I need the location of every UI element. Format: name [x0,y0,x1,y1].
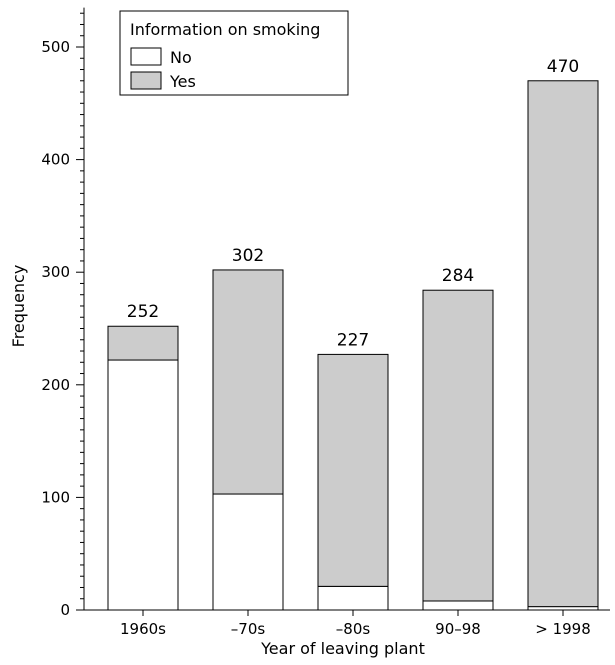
bar-segment-yes [527,80,599,608]
bar-total-label: 284 [442,266,474,286]
bar-segment-no [107,359,179,611]
bar-segment-no [212,493,284,611]
legend-label-no: No [170,48,192,67]
y-tick-label: 100 [41,488,70,506]
bar-segment-yes [317,353,389,587]
bar-segment-yes [422,289,494,602]
bars: 252 302 227 284 470 [107,57,599,611]
x-tick-label: 1960s [120,620,166,638]
y-axis-title: Frequency [9,265,28,348]
bar-segment-no [527,606,599,611]
x-tick-label: 90–98 [435,620,481,638]
x-tick-label: –70s [231,620,266,638]
y-tick-label: 400 [41,151,70,169]
legend-swatch-yes [130,71,162,90]
legend-swatch-no [130,47,162,66]
bar-segment-no [422,600,494,611]
bar-total-label: 252 [127,302,159,322]
x-tick-label: –80s [336,620,371,638]
legend-label-yes: Yes [169,72,196,91]
bar-segment-yes [212,269,284,495]
x-axis-title: Year of leaving plant [260,639,425,658]
bar-total-label: 470 [547,57,579,77]
bar-segment-yes [107,325,179,361]
y-tick-label: 300 [41,263,70,281]
y-axis: 0 100 200 300 400 500 [41,7,85,619]
bar-total-label: 227 [337,330,369,350]
legend: Information on smoking No Yes [119,10,349,96]
bar-segment-no [317,585,389,611]
y-tick-label: 500 [41,38,70,56]
bar-total-label: 302 [232,246,264,266]
x-tick-label: > 1998 [535,620,591,638]
y-tick-label: 0 [60,601,70,619]
y-tick-label: 200 [41,376,70,394]
legend-title: Information on smoking [130,20,320,39]
x-axis: 1960s –70s –80s 90–98 > 1998 [84,609,610,638]
